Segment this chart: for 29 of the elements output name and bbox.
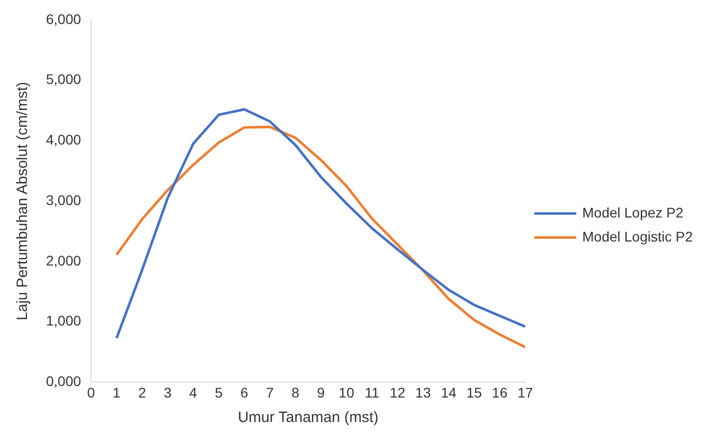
x-tick-label: 2 bbox=[138, 384, 146, 400]
y-tick-label: 2,000 bbox=[46, 252, 82, 268]
y-axis-title: Laju Pertumbuhan Absolut (cm/mst) bbox=[14, 82, 32, 320]
x-tick-label: 5 bbox=[214, 384, 223, 400]
x-tick-label: 17 bbox=[517, 384, 534, 400]
x-tick-label: 6 bbox=[240, 384, 248, 400]
x-tick-label: 4 bbox=[189, 384, 198, 400]
x-tick-label: 13 bbox=[415, 384, 432, 400]
x-tick-label: 11 bbox=[364, 384, 380, 400]
y-tick-label: 1,000 bbox=[46, 312, 82, 329]
y-tick-label: 0,000 bbox=[46, 373, 82, 390]
x-tick-label: 7 bbox=[266, 384, 274, 400]
x-tick-label: 9 bbox=[317, 384, 326, 400]
y-tick-label: 3,000 bbox=[46, 192, 82, 208]
x-tick-label: 16 bbox=[492, 384, 508, 400]
x-tick-label: 15 bbox=[466, 384, 482, 400]
y-tick-label: 5,000 bbox=[46, 71, 82, 88]
y-tick-label: 6,000 bbox=[46, 10, 82, 27]
x-axis-title: Umur Tanaman (mst) bbox=[238, 409, 378, 426]
x-tick-label: 12 bbox=[390, 384, 406, 400]
x-tick-label: 14 bbox=[440, 384, 457, 400]
x-tick-label: 8 bbox=[291, 384, 300, 400]
x-tick-label: 10 bbox=[338, 384, 354, 400]
legend-label: Model Logistic P2 bbox=[582, 228, 693, 244]
x-tick-label: 1 bbox=[112, 384, 121, 400]
x-tick-label: 3 bbox=[164, 384, 172, 400]
x-tick-label: 0 bbox=[87, 384, 96, 400]
y-tick-label: 4,000 bbox=[46, 132, 82, 148]
legend-label: Model Lopez P2 bbox=[582, 204, 684, 220]
